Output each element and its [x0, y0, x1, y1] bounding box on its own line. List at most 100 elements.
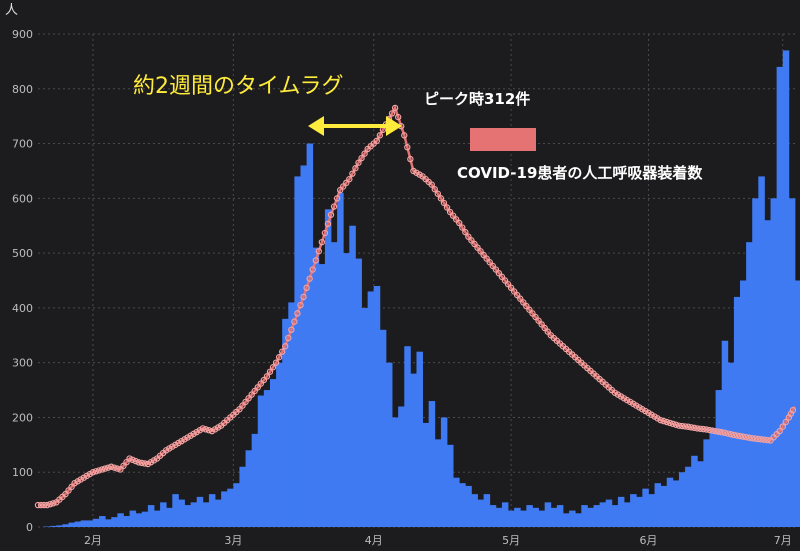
- bar: [166, 507, 173, 527]
- line-point: [318, 238, 326, 246]
- bar: [410, 373, 417, 527]
- line-point: [40, 501, 48, 509]
- y-tick-label: 0: [26, 521, 33, 534]
- bar: [617, 496, 625, 527]
- bar: [587, 507, 594, 527]
- bar: [355, 258, 362, 527]
- line-point: [544, 328, 551, 335]
- line-point: [340, 183, 347, 190]
- line-point: [431, 186, 438, 193]
- line-point: [498, 273, 506, 281]
- bar: [733, 296, 741, 527]
- line-point: [303, 284, 310, 292]
- line-point: [373, 137, 380, 145]
- line-point: [306, 275, 313, 282]
- line-point: [114, 465, 121, 472]
- bar: [758, 176, 765, 527]
- line-point: [520, 299, 527, 306]
- lag-annotation: 約2週間のタイムラグ: [133, 74, 343, 99]
- x-axis-ticks: 2月 3月 4月 5月 6月 7月: [84, 534, 792, 547]
- bar: [56, 525, 63, 527]
- bar: [196, 496, 204, 527]
- bar: [624, 502, 631, 527]
- bar: [471, 494, 478, 527]
- line-point: [315, 248, 323, 255]
- x-tick-label: 5月: [502, 534, 520, 547]
- line-point: [513, 291, 521, 299]
- line-point: [660, 417, 667, 425]
- bar: [324, 209, 332, 528]
- line-point: [510, 288, 518, 295]
- line-point: [117, 466, 124, 473]
- line-point: [324, 220, 332, 228]
- x-tick-label: 4月: [365, 534, 383, 547]
- bar: [233, 483, 240, 527]
- bar: [337, 192, 344, 527]
- bar: [367, 291, 375, 527]
- line-point: [105, 464, 112, 471]
- line-point: [355, 159, 362, 166]
- bar: [80, 520, 88, 527]
- bar: [306, 143, 314, 528]
- line-point: [501, 277, 509, 284]
- bar: [752, 198, 759, 528]
- line-point: [434, 190, 442, 197]
- line-point: [257, 380, 265, 387]
- line-point: [789, 406, 797, 414]
- bar: [349, 225, 356, 527]
- line-point: [358, 154, 365, 162]
- bar: [715, 390, 723, 527]
- line-point: [248, 391, 255, 398]
- line-point: [721, 429, 728, 436]
- y-axis-ticks: 0 100 200 300 400 500 600 700 800 900: [12, 28, 33, 534]
- line-point: [456, 219, 463, 227]
- line-point: [694, 425, 701, 432]
- line-point: [266, 368, 274, 375]
- bar: [105, 519, 112, 527]
- y-tick-label: 200: [12, 411, 33, 424]
- line-point: [752, 435, 759, 442]
- line-point: [443, 204, 451, 211]
- y-tick-label: 300: [12, 357, 33, 370]
- line-point: [297, 301, 304, 309]
- bar: [117, 513, 124, 527]
- bar: [544, 502, 552, 527]
- line-point: [437, 195, 445, 202]
- line-point: [312, 257, 319, 264]
- bar: [788, 198, 796, 528]
- bar: [416, 351, 423, 527]
- bar: [697, 461, 704, 527]
- bar: [740, 280, 747, 527]
- bar: [648, 494, 655, 527]
- y-tick-label: 700: [12, 138, 33, 151]
- line-point: [34, 501, 42, 509]
- line-point: [666, 419, 674, 427]
- line-point: [468, 237, 475, 244]
- bar: [520, 510, 527, 527]
- bar: [495, 507, 503, 527]
- line-point: [675, 422, 683, 429]
- line-path: [38, 104, 796, 507]
- line-point: [504, 280, 512, 288]
- bar: [294, 176, 301, 527]
- y-tick-label: 600: [12, 192, 33, 205]
- line-point: [449, 212, 457, 219]
- bar: [685, 466, 692, 527]
- line-point: [684, 423, 692, 430]
- line-point: [718, 429, 725, 436]
- line-point: [452, 216, 460, 223]
- bar: [636, 496, 643, 527]
- bar: [642, 488, 649, 527]
- line-point: [703, 426, 710, 433]
- bar: [691, 455, 698, 527]
- line-point: [269, 364, 277, 371]
- bar: [782, 50, 790, 527]
- bar: [141, 511, 149, 527]
- line-point: [239, 402, 246, 409]
- bar: [282, 318, 289, 527]
- bar-series: [44, 50, 800, 528]
- line-point: [65, 487, 72, 494]
- bar: [227, 488, 234, 527]
- bar: [44, 526, 51, 527]
